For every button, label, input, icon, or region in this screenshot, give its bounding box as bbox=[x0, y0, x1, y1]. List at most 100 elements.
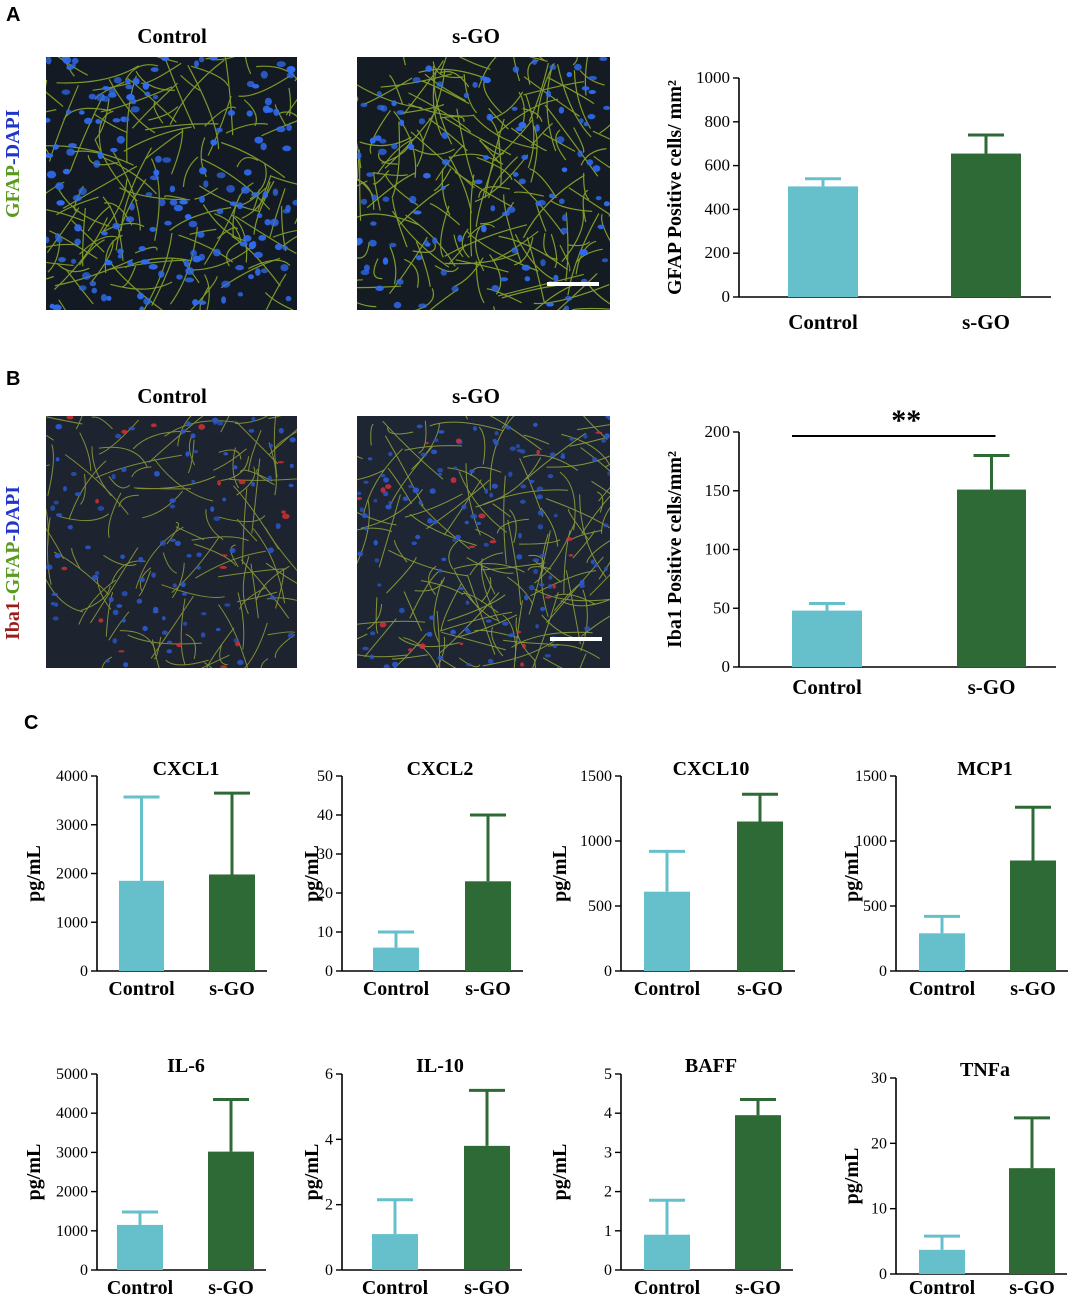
nucleus bbox=[170, 538, 176, 542]
fiber bbox=[153, 458, 214, 502]
fiber bbox=[234, 416, 268, 425]
fiber bbox=[357, 180, 368, 187]
nucleus bbox=[183, 621, 188, 626]
nucleus bbox=[52, 616, 59, 621]
fiber bbox=[363, 77, 413, 106]
fiber bbox=[414, 576, 445, 592]
nucleus bbox=[535, 624, 539, 629]
nucleus bbox=[441, 159, 450, 166]
mcp1-category-label: Control bbox=[909, 978, 976, 1000]
fiber bbox=[203, 274, 210, 310]
fiber bbox=[386, 557, 417, 594]
fiber bbox=[242, 488, 248, 565]
nucleus bbox=[383, 491, 389, 497]
nucleus bbox=[521, 154, 529, 160]
fiber bbox=[439, 57, 447, 75]
fiber bbox=[269, 188, 286, 238]
fiber bbox=[236, 518, 258, 542]
nucleus bbox=[286, 72, 295, 79]
nucleus bbox=[537, 510, 544, 516]
fiber bbox=[225, 123, 269, 134]
nucleus bbox=[208, 57, 218, 61]
fiber bbox=[580, 148, 607, 166]
fiber bbox=[234, 215, 297, 255]
nucleus bbox=[411, 541, 417, 546]
nucleus bbox=[366, 172, 374, 177]
fiber bbox=[46, 579, 84, 613]
mcp1-y-tick-label: 0 bbox=[879, 963, 887, 980]
microglia bbox=[281, 510, 286, 514]
microglia bbox=[468, 545, 476, 548]
nucleus bbox=[153, 169, 160, 176]
nucleus bbox=[540, 259, 546, 267]
fiber bbox=[550, 200, 593, 212]
nucleus bbox=[70, 472, 77, 476]
fiber bbox=[294, 217, 297, 225]
fiber bbox=[559, 471, 576, 531]
nucleus bbox=[72, 194, 82, 202]
nucleus bbox=[489, 492, 494, 498]
nucleus bbox=[378, 148, 387, 155]
nucleus bbox=[159, 540, 166, 546]
nucleus bbox=[151, 572, 156, 578]
fiber bbox=[409, 513, 477, 546]
nucleus bbox=[402, 496, 409, 502]
nucleus bbox=[127, 260, 133, 267]
fiber bbox=[414, 288, 435, 310]
image-title-b-control: Control bbox=[137, 384, 207, 408]
fiber bbox=[448, 540, 459, 570]
nucleus bbox=[173, 204, 183, 212]
nucleus bbox=[162, 630, 168, 635]
nucleus bbox=[603, 201, 610, 207]
microglia bbox=[150, 423, 157, 428]
nucleus bbox=[370, 221, 377, 226]
nucleus bbox=[196, 565, 201, 570]
nucleus bbox=[256, 213, 263, 219]
fiber bbox=[144, 123, 219, 131]
micrograph-a-control bbox=[46, 57, 297, 310]
fiber bbox=[404, 445, 463, 451]
nucleus bbox=[418, 499, 423, 506]
fiber bbox=[103, 554, 137, 566]
nucleus bbox=[408, 143, 415, 151]
nucleus bbox=[548, 193, 555, 199]
fiber bbox=[156, 57, 179, 63]
nucleus bbox=[201, 612, 207, 616]
fiber bbox=[465, 463, 481, 536]
nucleus bbox=[415, 534, 421, 540]
nucleus bbox=[599, 57, 608, 61]
fiber bbox=[503, 194, 522, 264]
nucleus bbox=[586, 159, 594, 166]
nucleus bbox=[548, 575, 553, 580]
micrograph-b-control bbox=[46, 416, 297, 668]
fiber bbox=[562, 307, 566, 310]
nucleus bbox=[276, 61, 286, 68]
nucleus bbox=[546, 302, 554, 307]
nucleus bbox=[46, 57, 52, 65]
fiber bbox=[359, 136, 412, 147]
il6-y-tick-label: 3000 bbox=[56, 1144, 88, 1161]
nucleus bbox=[188, 220, 198, 228]
nucleus bbox=[262, 105, 271, 114]
baff-title: BAFF bbox=[685, 1055, 737, 1077]
nucleus bbox=[113, 77, 122, 84]
nucleus bbox=[520, 484, 527, 489]
fiber bbox=[216, 227, 239, 240]
fiber bbox=[511, 631, 593, 648]
nucleus bbox=[66, 148, 75, 156]
nucleus bbox=[465, 600, 470, 605]
fiber bbox=[579, 653, 587, 668]
fiber bbox=[439, 611, 513, 632]
fiber bbox=[567, 213, 600, 296]
nucleus bbox=[125, 78, 131, 85]
fiber bbox=[187, 64, 220, 150]
nucleus bbox=[287, 632, 295, 639]
fiber bbox=[533, 284, 610, 305]
nucleus bbox=[558, 106, 565, 114]
fiber bbox=[203, 662, 213, 668]
fiber bbox=[187, 439, 195, 474]
fiber bbox=[580, 589, 588, 652]
fiber bbox=[150, 595, 194, 659]
fiber bbox=[599, 124, 610, 134]
nucleus bbox=[361, 513, 368, 519]
